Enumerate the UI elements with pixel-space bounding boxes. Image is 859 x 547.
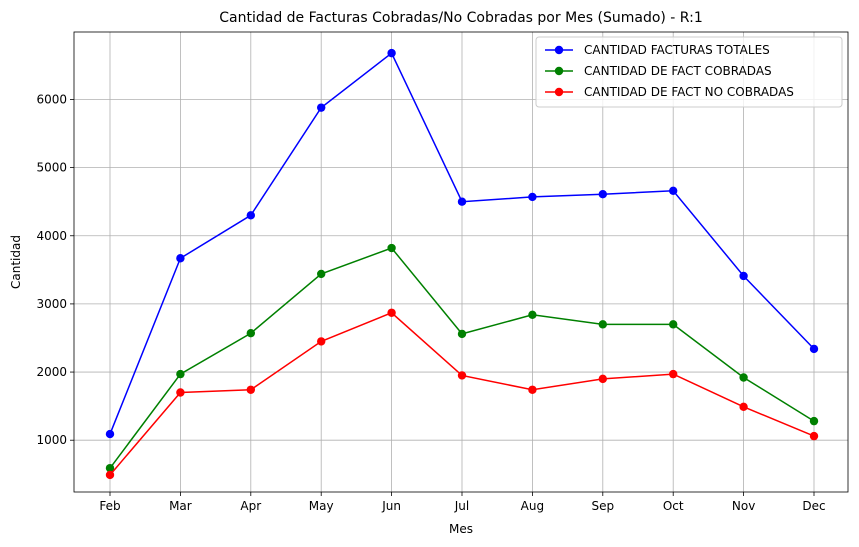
data-point bbox=[669, 320, 678, 329]
legend-marker bbox=[554, 66, 564, 76]
data-point bbox=[528, 385, 537, 394]
legend-entry: CANTIDAD DE FACT NO COBRADAS bbox=[545, 85, 794, 99]
series-2 bbox=[105, 243, 819, 473]
y-tick-label: 6000 bbox=[36, 92, 67, 106]
legend-label: CANTIDAD DE FACT COBRADAS bbox=[584, 64, 772, 78]
data-point bbox=[669, 186, 678, 195]
legend-marker bbox=[554, 87, 564, 97]
x-tick-label: Jul bbox=[454, 499, 469, 513]
data-point bbox=[528, 310, 537, 320]
legend-label: CANTIDAD FACTURAS TOTALES bbox=[584, 43, 770, 57]
data-point bbox=[317, 103, 326, 112]
y-tick-label: 4000 bbox=[36, 229, 67, 243]
x-tick-label: May bbox=[309, 499, 334, 513]
x-tick-label: Feb bbox=[99, 499, 120, 513]
x-axis-label: Mes bbox=[449, 522, 473, 536]
chart-title: Cantidad de Facturas Cobradas/No Cobrada… bbox=[219, 10, 702, 26]
data-point bbox=[739, 271, 748, 281]
data-point bbox=[739, 402, 748, 412]
data-point bbox=[809, 431, 819, 441]
data-point bbox=[457, 197, 467, 206]
data-point bbox=[246, 329, 255, 338]
data-point bbox=[457, 329, 467, 339]
legend-entry: CANTIDAD DE FACT COBRADAS bbox=[545, 64, 772, 78]
x-tick-label: Nov bbox=[732, 499, 755, 513]
data-point bbox=[105, 470, 115, 480]
data-point bbox=[528, 192, 537, 202]
series-layer bbox=[105, 48, 819, 480]
y-tick-label: 2000 bbox=[36, 365, 67, 379]
x-tick-label: Oct bbox=[663, 499, 684, 513]
data-point bbox=[809, 344, 819, 354]
x-tick-label: Dec bbox=[802, 499, 825, 513]
data-point bbox=[457, 371, 467, 380]
data-point bbox=[809, 416, 819, 426]
data-point bbox=[317, 269, 326, 279]
data-point bbox=[176, 369, 185, 379]
legend-label: CANTIDAD DE FACT NO COBRADAS bbox=[584, 85, 794, 99]
series-1 bbox=[105, 48, 819, 439]
data-point bbox=[598, 374, 607, 384]
data-point bbox=[387, 308, 396, 317]
x-tick-label: Mar bbox=[169, 499, 192, 513]
x-tick-label: Sep bbox=[591, 499, 614, 513]
y-tick-label: 5000 bbox=[36, 161, 67, 175]
data-point bbox=[387, 243, 396, 253]
legend-frame bbox=[535, 36, 843, 108]
data-point bbox=[387, 48, 396, 58]
x-tick-label: Apr bbox=[240, 499, 261, 513]
x-tick-label: Jun bbox=[381, 499, 401, 513]
data-point bbox=[669, 369, 678, 379]
data-point bbox=[176, 254, 185, 263]
data-point bbox=[176, 388, 185, 397]
data-point bbox=[246, 211, 255, 220]
data-point bbox=[739, 373, 748, 382]
series-3 bbox=[105, 308, 819, 480]
legend-entry: CANTIDAD FACTURAS TOTALES bbox=[545, 43, 770, 57]
y-tick-label: 3000 bbox=[36, 297, 67, 311]
data-point bbox=[105, 429, 115, 439]
plot-frame bbox=[73, 31, 849, 493]
data-point bbox=[246, 385, 255, 394]
data-point bbox=[598, 320, 607, 329]
y-tick-label: 1000 bbox=[36, 433, 67, 447]
legend-marker bbox=[554, 45, 564, 55]
y-axis-label: Cantidad bbox=[9, 235, 23, 289]
legend: CANTIDAD FACTURAS TOTALES CANTIDAD DE FAC… bbox=[535, 36, 843, 108]
data-point bbox=[317, 337, 326, 346]
data-point bbox=[105, 463, 115, 473]
x-tick-label: Aug bbox=[521, 499, 544, 513]
data-point bbox=[598, 189, 607, 199]
y-axis: 1000 2000 3000 4000 5000 6000 bbox=[36, 92, 74, 447]
x-axis: Feb Mar Apr May Jun Jul Aug Sep Oct Nov Dec bbox=[99, 492, 826, 513]
